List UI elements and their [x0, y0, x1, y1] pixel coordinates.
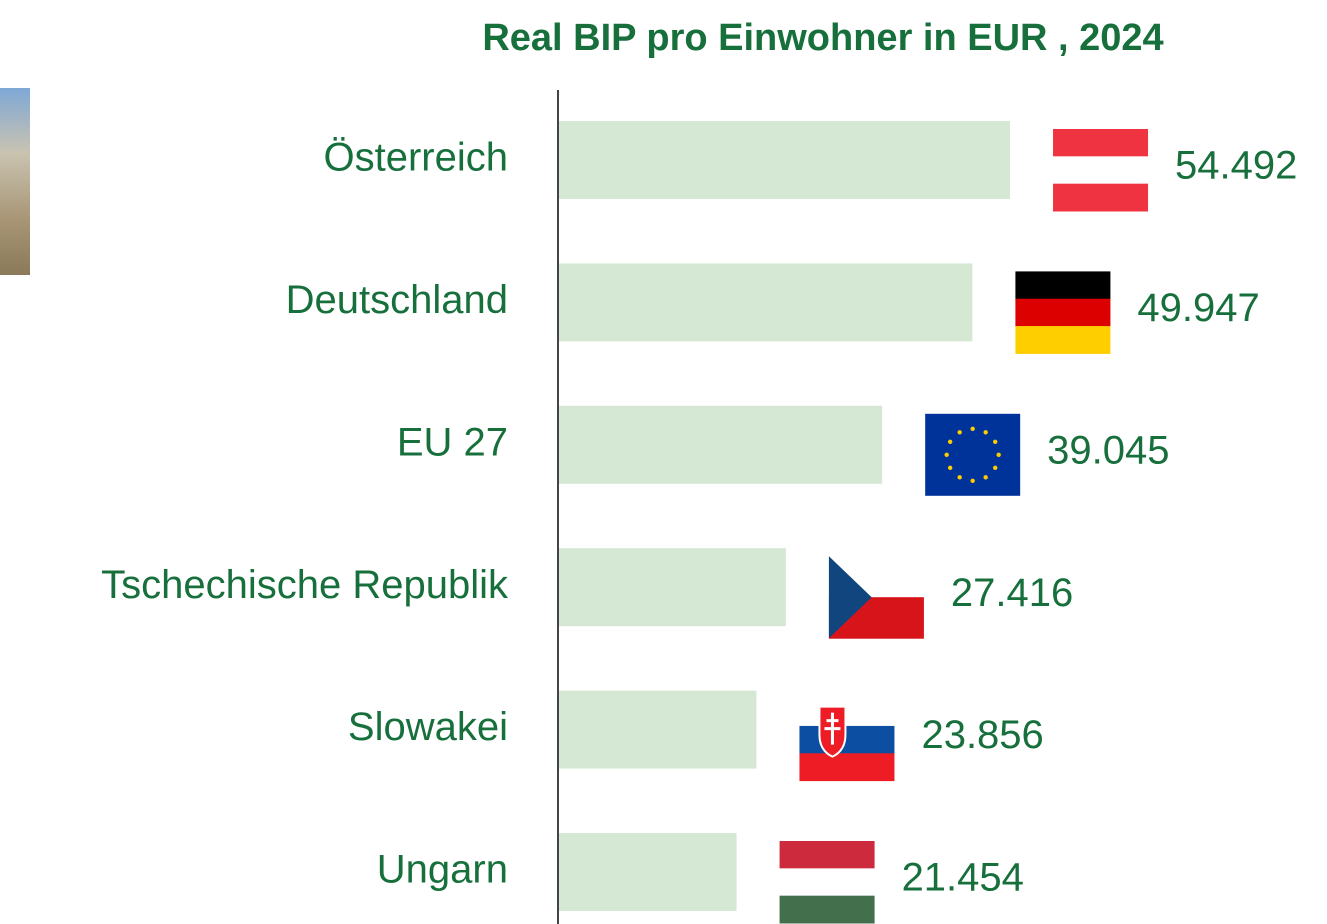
- y-tick-label: Tschechische Republik: [101, 563, 509, 607]
- y-tick-label: EU 27: [397, 420, 508, 464]
- y-tick-label: Ungarn: [377, 848, 508, 892]
- flag: [779, 841, 875, 924]
- bar: [559, 833, 737, 911]
- bar: [559, 121, 1011, 199]
- flag-star: [992, 465, 998, 470]
- flag-stripe: [799, 725, 895, 754]
- flag: [925, 413, 1021, 496]
- flag-star: [957, 475, 962, 480]
- flag-stripe: [779, 895, 875, 924]
- flag-field: [925, 413, 1021, 496]
- flag: [1053, 129, 1149, 212]
- flag-stripe: [1053, 183, 1149, 212]
- flag-star: [957, 430, 962, 435]
- flag-star: [996, 452, 1001, 457]
- flag-star: [983, 430, 988, 435]
- flag: [799, 698, 895, 782]
- value-label: 39.045: [1047, 428, 1169, 472]
- chart-title: Real BIP pro Einwohner in EUR , 2024: [482, 17, 1163, 59]
- flag-star: [947, 439, 953, 444]
- flag-stripe: [1015, 326, 1111, 354]
- flag-triangle: [828, 556, 872, 639]
- flag: [1015, 271, 1111, 354]
- flag-stripe: [779, 868, 875, 897]
- value-label: 21.454: [902, 856, 1024, 900]
- bar: [559, 263, 973, 342]
- flag-stripe: [799, 698, 895, 727]
- bar: [559, 405, 883, 484]
- flag-star: [970, 426, 975, 431]
- flag-stripe: [1053, 129, 1149, 157]
- y-tick-label: Deutschland: [286, 278, 508, 322]
- flag-star: [970, 478, 975, 483]
- flag-star: [992, 439, 998, 444]
- flag-star: [983, 475, 988, 480]
- flag-cross: [824, 712, 841, 745]
- bar: [559, 690, 757, 769]
- flag-stripe: [1015, 271, 1111, 300]
- flag-star: [947, 465, 953, 470]
- flag-stripe: [779, 841, 875, 869]
- flag-stripe: [1015, 298, 1111, 327]
- value-label: 27.416: [951, 571, 1073, 615]
- photo: [0, 88, 30, 275]
- value-label: 49.947: [1137, 286, 1259, 330]
- value-label: 23.856: [921, 713, 1043, 757]
- flag: [828, 556, 924, 639]
- value-label: 54.492: [1175, 144, 1297, 188]
- y-tick-label: Österreich: [324, 136, 509, 180]
- y-tick-label: Slowakei: [348, 705, 508, 749]
- flag-stripe: [799, 753, 895, 782]
- bar: [559, 548, 786, 627]
- flag-star: [944, 452, 949, 457]
- flag-stripe: [1053, 156, 1149, 185]
